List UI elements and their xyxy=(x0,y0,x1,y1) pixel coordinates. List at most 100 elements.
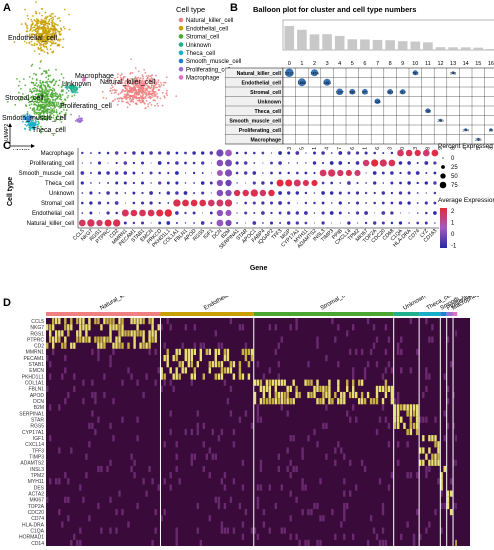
umap-point xyxy=(131,94,134,97)
dotplot-dot xyxy=(338,211,342,215)
umap-point xyxy=(46,98,49,100)
umap-point xyxy=(24,22,27,25)
dotplot-dot xyxy=(150,222,152,224)
heatmap-cell xyxy=(366,361,370,368)
balloon-cell-value: 926 xyxy=(374,100,380,104)
heatmap-cell xyxy=(100,342,103,349)
heatmap-cell xyxy=(214,361,217,368)
heatmap-gene-label: FBLN1 xyxy=(28,387,44,393)
umap-point xyxy=(47,84,49,86)
umap-point xyxy=(47,108,50,111)
heatmap-cell xyxy=(387,361,391,368)
dotplot-dot xyxy=(81,201,84,205)
heatmap-cell xyxy=(100,336,103,343)
umap-point xyxy=(52,21,54,24)
balloon-bubble xyxy=(451,71,455,75)
heatmap-cell xyxy=(169,410,172,417)
umap-point xyxy=(27,99,30,102)
dotplot-dot xyxy=(261,211,265,215)
umap-x-label: UMAP1 xyxy=(13,149,30,150)
heatmap-cell xyxy=(425,527,428,534)
heatmap-gene-label: CD74 xyxy=(31,516,44,522)
heatmap-cell xyxy=(425,367,428,374)
heatmap-cell xyxy=(437,441,440,448)
heatmap-cell xyxy=(412,404,416,411)
umap-point xyxy=(154,86,157,89)
umap-point xyxy=(39,85,42,88)
heatmap-cell xyxy=(428,447,431,454)
heatmap-cell xyxy=(145,373,148,380)
heatmap-cell xyxy=(346,410,349,417)
umap-point xyxy=(137,80,140,82)
heatmap-cell xyxy=(220,521,224,528)
heatmap-cell xyxy=(369,515,373,522)
umap-point xyxy=(156,97,159,99)
heatmap-cell xyxy=(280,391,283,399)
dotplot-dot xyxy=(314,222,315,224)
heatmap-cell xyxy=(319,515,322,522)
heatmap-cell xyxy=(229,361,233,368)
umap-point xyxy=(28,114,31,117)
heatmap-cell xyxy=(70,447,73,454)
balloon-col-header: 8 xyxy=(389,61,392,67)
umap-point xyxy=(43,45,45,48)
umap-point xyxy=(31,20,33,23)
umap-point xyxy=(113,92,116,94)
heatmap-cell xyxy=(226,367,230,374)
umap-point xyxy=(67,83,69,85)
dotplot-dot xyxy=(121,209,129,217)
heatmap-cell xyxy=(393,410,397,417)
heatmap-cell xyxy=(154,336,157,343)
dotplot-dot xyxy=(381,191,385,195)
umap-point xyxy=(42,95,45,98)
dotplot-dot xyxy=(175,151,179,155)
umap-point xyxy=(55,92,57,95)
pct-legend-value: 75 xyxy=(451,183,458,189)
heatmap-cell xyxy=(67,496,70,503)
umap-point xyxy=(41,14,43,17)
dotplot-dot xyxy=(106,151,110,155)
dotplot-dot xyxy=(388,159,396,167)
dotplot-gene-label: LYZ xyxy=(419,228,430,239)
heatmap-group-label: Unknown xyxy=(402,296,427,312)
dotplot-dot xyxy=(132,171,136,175)
umap-point xyxy=(30,120,33,122)
dot-plot: MacrophageProliferating_cellSmooth_muscl… xyxy=(7,143,494,272)
heatmap-cell xyxy=(283,391,286,399)
dotplot-dot xyxy=(149,191,153,195)
heatmap-cell xyxy=(145,342,148,349)
umap-point xyxy=(142,77,145,80)
umap-point xyxy=(58,93,61,95)
heatmap-cell xyxy=(64,336,67,343)
panel-label-d: D xyxy=(3,297,11,309)
dotplot-dot xyxy=(278,171,282,175)
umap-point xyxy=(59,95,62,98)
umap-point xyxy=(131,72,134,74)
umap-point xyxy=(69,84,71,87)
pct-legend-dot xyxy=(439,181,447,189)
heatmap-cell xyxy=(316,539,319,546)
heatmap-cell xyxy=(352,404,355,411)
balloon-bubble xyxy=(323,78,331,86)
heatmap-cell xyxy=(431,435,434,442)
heatmap-cell xyxy=(310,509,313,516)
heatmap-cell xyxy=(223,502,227,510)
dotplot-dot xyxy=(347,161,351,165)
heatmap-cell xyxy=(304,484,307,491)
umap-point xyxy=(45,42,48,45)
balloon-col-total: 783 xyxy=(413,147,419,150)
balloon-bubble xyxy=(400,89,406,95)
umap-point xyxy=(26,24,28,27)
heatmap-cell xyxy=(340,391,343,399)
umap-point xyxy=(34,100,37,102)
dotplot-dot xyxy=(236,202,238,204)
umap-point xyxy=(28,104,31,107)
heatmap-cell xyxy=(390,398,394,405)
heatmap-cell xyxy=(412,533,416,540)
umap-point xyxy=(144,95,147,98)
umap-point xyxy=(30,34,33,37)
heatmap-cell xyxy=(208,361,211,368)
umap-point xyxy=(30,40,33,43)
heatmap-cell xyxy=(322,398,325,405)
umap-point xyxy=(147,86,150,89)
